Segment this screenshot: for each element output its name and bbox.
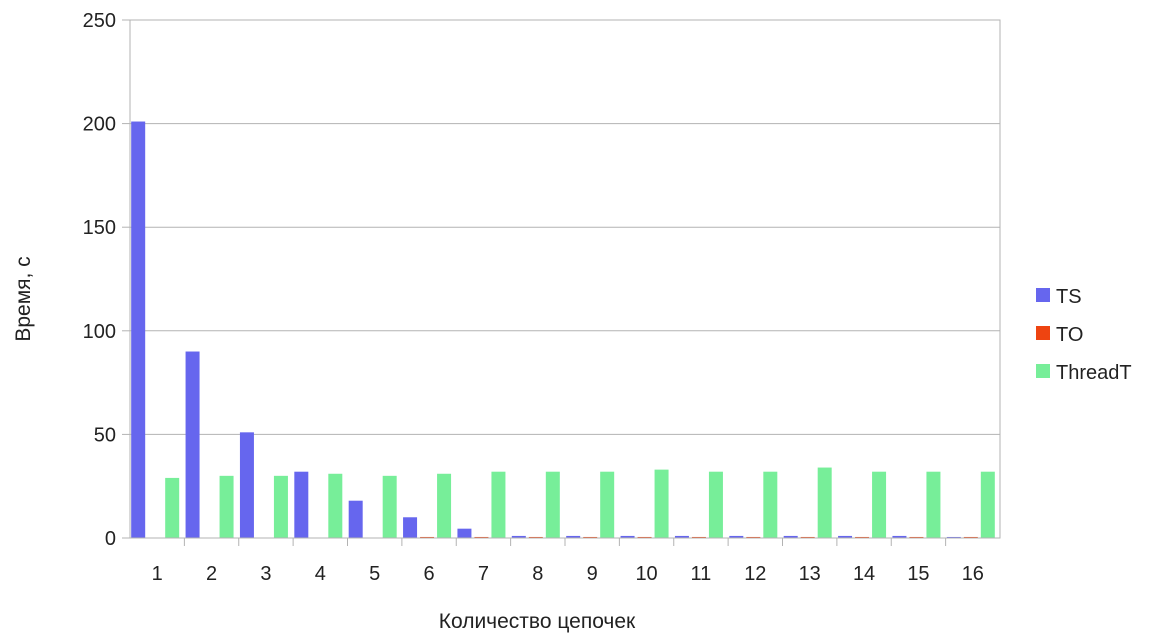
bar-to bbox=[637, 536, 652, 538]
bar-threadt bbox=[273, 475, 288, 538]
bar-threadt bbox=[437, 473, 452, 538]
axes bbox=[122, 19, 1001, 546]
bar-ts bbox=[185, 351, 200, 538]
bar-to bbox=[420, 536, 435, 538]
x-tick-label: 6 bbox=[424, 563, 435, 585]
bar-ts bbox=[620, 535, 635, 538]
bar-threadt bbox=[926, 471, 941, 538]
y-tick-label: 100 bbox=[83, 321, 116, 343]
x-tick-label: 2 bbox=[206, 563, 217, 585]
bar-ts bbox=[511, 535, 526, 538]
bar-ts bbox=[348, 500, 363, 538]
bar-ts bbox=[729, 535, 744, 538]
x-tick-label: 10 bbox=[635, 563, 657, 585]
x-tick-label: 14 bbox=[853, 563, 875, 585]
x-axis-title: Количество цепочек bbox=[439, 610, 636, 633]
bar-to bbox=[583, 536, 598, 538]
x-tick-label: 3 bbox=[260, 563, 271, 585]
bar-threadt bbox=[600, 471, 615, 538]
y-tick-label: 50 bbox=[94, 424, 116, 446]
y-tick-label: 150 bbox=[83, 217, 116, 239]
legend-label-threadt: ThreadT bbox=[1056, 362, 1132, 384]
bar-to bbox=[800, 536, 815, 538]
bar-ts bbox=[838, 535, 853, 538]
y-axis-title: Время, с bbox=[12, 256, 35, 341]
x-tick-label: 8 bbox=[532, 563, 543, 585]
x-tick-label: 7 bbox=[478, 563, 489, 585]
bar-ts bbox=[783, 535, 798, 538]
y-tick-label: 0 bbox=[105, 528, 116, 550]
bar-threadt bbox=[654, 469, 669, 538]
bar-to bbox=[855, 536, 870, 538]
x-tick-label: 11 bbox=[691, 563, 712, 585]
bar-to bbox=[474, 536, 489, 538]
x-tick-label: 16 bbox=[962, 563, 984, 585]
bar-ts bbox=[131, 121, 146, 538]
bar-threadt bbox=[545, 471, 560, 538]
bar-threadt bbox=[382, 475, 397, 538]
bar-ts bbox=[403, 517, 418, 538]
legend: TS TO ThreadT bbox=[1036, 286, 1132, 384]
bar-ts bbox=[294, 471, 309, 538]
bar-ts bbox=[239, 432, 254, 538]
legend-swatch-threadt bbox=[1036, 364, 1050, 378]
bar-threadt bbox=[328, 473, 343, 538]
bar-to bbox=[691, 536, 706, 538]
bar-threadt bbox=[165, 477, 180, 538]
bars bbox=[131, 121, 995, 538]
bar-to bbox=[528, 536, 543, 538]
bar-ts bbox=[892, 535, 907, 538]
bar-threadt bbox=[980, 471, 995, 538]
bar-ts bbox=[946, 536, 961, 538]
bar-ts bbox=[566, 535, 581, 538]
bar-threadt bbox=[763, 471, 778, 538]
bar-threadt bbox=[491, 471, 506, 538]
x-tick-label: 4 bbox=[315, 563, 326, 585]
bar-to bbox=[746, 536, 761, 538]
x-tick-label: 12 bbox=[744, 563, 766, 585]
bar-ts bbox=[674, 535, 689, 538]
x-tick-label: 1 bbox=[152, 563, 163, 585]
x-tick-label: 15 bbox=[907, 563, 929, 585]
legend-swatch-to bbox=[1036, 326, 1050, 340]
grid bbox=[130, 19, 1000, 539]
bar-threadt bbox=[872, 471, 887, 538]
y-tick-label: 250 bbox=[83, 10, 116, 32]
plot-area-border bbox=[129, 19, 1001, 539]
bar-to bbox=[909, 536, 924, 538]
bar-ts bbox=[457, 528, 472, 538]
x-tick-label: 5 bbox=[369, 563, 380, 585]
bar-to bbox=[963, 536, 978, 538]
legend-swatch-ts bbox=[1036, 288, 1050, 302]
x-tick-label: 13 bbox=[799, 563, 821, 585]
bar-threadt bbox=[817, 467, 832, 538]
bar-threadt bbox=[219, 475, 234, 538]
x-tick-label: 9 bbox=[587, 563, 598, 585]
legend-label-ts: TS bbox=[1056, 286, 1082, 308]
legend-label-to: TO bbox=[1056, 324, 1083, 346]
y-tick-label: 200 bbox=[83, 114, 116, 136]
bar-threadt bbox=[708, 471, 723, 538]
